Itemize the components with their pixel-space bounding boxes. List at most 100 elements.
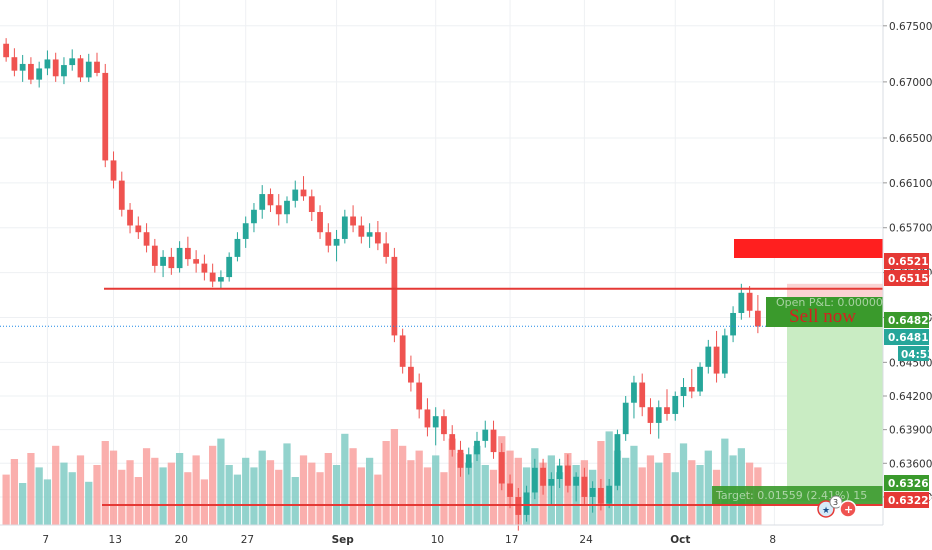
candle-body [234,238,241,257]
volume-bar [646,455,655,525]
volume-bar [151,457,159,525]
candle-body [259,194,266,210]
volume-bar [423,467,432,525]
price-tag-63228-text: 0.63228 [888,495,932,507]
volume-bar [258,450,266,525]
volume-bar [76,455,85,525]
candle-body [242,223,249,239]
price-tag-63263-text: 0.63263 [888,478,932,490]
volume-bar [721,438,729,525]
price-tick-label: 0.63900 [889,425,932,437]
time-tick-label: 13 [109,534,122,546]
candle-body [201,263,208,273]
candle-body [614,434,621,486]
volume-bar [2,474,10,525]
candle-body [275,205,282,215]
price-tick-label: 0.63600 [889,458,932,470]
volume-bar [432,455,440,525]
volume-bar [68,472,76,525]
candle-body [540,467,546,486]
price-tick-label: 0.66500 [889,133,932,145]
candle-body [622,402,629,435]
candle-body [457,449,464,468]
candle-body [383,243,390,257]
stop-loss-header-bar[interactable] [734,239,883,258]
candle-body [308,196,315,213]
volume-bar [489,469,498,525]
candle-body [160,256,166,266]
volume-bar [555,472,564,525]
candle-body [11,57,18,71]
price-tick-label: 0.64200 [889,391,932,403]
candle-body [655,407,662,423]
volume-bar [85,481,93,525]
candle-body [432,416,439,428]
candle-body [754,310,761,327]
candle-body [143,232,150,246]
economic-events-badge[interactable]: ★ 3 [817,495,843,518]
volume-bar [27,453,35,525]
candle-body [449,434,456,450]
price-tick-label: 0.67500 [889,21,932,33]
candle-body [581,476,588,497]
candle-body [19,63,26,71]
volume-bar [440,472,448,525]
time-tick-label: Oct [670,534,690,546]
candle-body [267,194,274,206]
volume-bar [250,467,258,525]
candle-body [738,292,745,313]
candle-body [639,382,646,408]
candle-body [688,387,695,392]
candle-body [399,335,406,367]
chart-grid [0,0,883,525]
volume-bar [101,441,109,525]
price-tag-63228 [884,492,929,508]
candle-body [374,232,381,244]
time-tick-label: 10 [431,534,444,546]
volume-bar [134,477,142,525]
candle-body [110,160,117,181]
events-badge-count: 3 [833,498,838,507]
candle-body [193,259,200,264]
candle-body [251,209,257,224]
candle-body [135,225,142,233]
candle-body [465,454,472,468]
volume-bar [663,453,671,525]
candle-body [713,346,720,374]
price-tag-64818-text: 0.64818 [888,332,932,344]
volume-bar [184,472,192,525]
volume-bar [35,467,43,525]
volume-bar [638,467,646,525]
candle-body [350,216,356,226]
candle-body [416,382,423,410]
candle-body [300,189,307,197]
target-label-text: Target: 0.01559 (2.41%) 15 [715,489,867,502]
add-event-icon[interactable]: + [839,500,857,518]
sell-now-box[interactable] [766,297,883,327]
volume-bar [209,445,217,525]
candle-body [680,387,687,396]
volume-bar [622,457,630,525]
volume-bar [704,450,712,525]
candle-body [573,476,580,486]
candle-body [102,72,109,161]
candle-body [531,467,538,493]
volume-bar [655,462,663,525]
candle-body [69,58,76,66]
volume-bar [316,472,324,525]
price-tag-64822-text: 0.64822 [888,315,932,327]
candle-body [606,485,613,504]
horizontal-levels [0,287,883,507]
candle-body [482,429,489,441]
volume-bar [308,462,316,525]
volume-bar [242,457,250,525]
candle-body [589,487,596,497]
volume-bar [225,465,233,525]
candle-body [61,65,67,77]
candle-body [85,61,92,78]
volume-bar [341,433,349,525]
candle-body [391,256,398,336]
candle-body [44,59,51,69]
volume-bar [679,443,688,525]
